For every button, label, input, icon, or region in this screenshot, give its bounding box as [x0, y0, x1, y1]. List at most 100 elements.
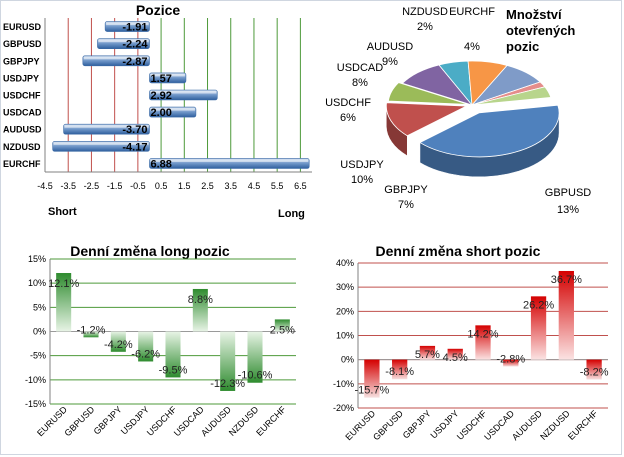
pie-title-line-1: Množství	[506, 7, 562, 22]
x-tick-label: 3.5	[224, 181, 237, 191]
positions-title: Pozice	[136, 2, 181, 18]
value-label-eurusd: -1.91	[122, 22, 147, 34]
pie-label-usdcad: USDCAD	[337, 62, 384, 74]
y-tick-label: -5%	[30, 351, 46, 361]
value-label-usdcad: -2.8%	[496, 353, 525, 365]
x-tick-label: 1.5	[178, 181, 191, 191]
bar-gbpusd	[392, 359, 408, 380]
bar-gbpusd	[83, 331, 99, 338]
daily-change-long-chart-svg: Denní změna long pozic 12.1% -1.2% -4.2%-6…	[25, 243, 296, 438]
long-title: Denní změna long pozic	[70, 243, 230, 259]
value-label-nzdusd: -4.17	[122, 141, 147, 153]
bar-usdjpy	[447, 348, 463, 360]
y-tick-label: -10%	[25, 375, 46, 385]
bar-highlight-nzdusd	[53, 142, 149, 145]
value-label-gbpusd: -2.24	[122, 39, 148, 51]
x-tick-label: -2.5	[84, 181, 100, 191]
pie-slice-gbpjpy	[387, 82, 469, 105]
y-tick-label: 40%	[336, 258, 354, 268]
value-label-usdchf: -9.5%	[159, 364, 188, 376]
bar-usdcad	[503, 359, 519, 367]
category-label-eurchf: EURCHF	[254, 404, 288, 438]
bar-usdchf	[165, 331, 181, 378]
category-label-usdcad: USDCAD	[3, 108, 42, 118]
pie-label-usdjpy: USDJPY	[340, 159, 384, 171]
bar-highlight-usdcad	[150, 108, 195, 111]
short-title: Denní změna short pozic	[376, 243, 541, 259]
pie-pct-eurusd: 41%	[556, 95, 578, 107]
value-label-eurchf: 6.88	[150, 158, 171, 170]
category-label-gbpjpy: GBPJPY	[92, 404, 124, 436]
category-label-audusd: AUDUSD	[3, 125, 42, 135]
bar-gbpjpy	[110, 331, 126, 352]
x-tick-label: 4.5	[248, 181, 261, 191]
value-label-usdcad: 8.8%	[188, 294, 213, 306]
value-label-eurchf: -8.2%	[580, 366, 609, 378]
category-label-eurchf: EURCHF	[3, 159, 41, 169]
category-label-gbpusd: GBPUSD	[62, 404, 96, 438]
bar-eurusd	[364, 359, 380, 398]
category-label-gbpjpy: GBPJPY	[401, 408, 433, 440]
pie-slice-gbpusd	[385, 102, 468, 137]
x-tick-label: -4.5	[37, 181, 53, 191]
pie-pct-eurchf: 4%	[464, 41, 480, 53]
category-label-eurusd: EURUSD	[3, 22, 42, 32]
bar-highlight-eurchf	[150, 159, 309, 162]
pie-pct-usdcad: 8%	[352, 77, 368, 89]
bar-eurusd	[56, 273, 72, 332]
pie-pct-usdjpy: 10%	[351, 174, 373, 186]
short-label: Short	[48, 206, 77, 218]
bar-highlight-gbpjpy	[83, 56, 149, 60]
value-label-nzdusd: 36.7%	[551, 274, 582, 286]
pie-pct-gbpjpy: 7%	[398, 199, 414, 211]
pie-label-eurusd: EURUSD	[552, 69, 599, 81]
pie-label-gbpjpy: GBPJPY	[384, 184, 428, 196]
value-label-audusd: -12.3%	[210, 378, 245, 390]
bar-gbpjpy	[419, 345, 436, 360]
x-tick-label: 6.5	[294, 181, 307, 191]
y-tick-label: 15%	[28, 254, 46, 264]
category-label-gbpusd: GBPUSD	[371, 408, 405, 442]
bar-usdcad	[192, 288, 208, 332]
pie-label-usdchf: USDCHF	[325, 97, 371, 109]
y-tick-label: 5%	[33, 302, 46, 312]
value-label-eurchf: 2.5%	[270, 324, 295, 336]
bar-highlight-usdjpy	[150, 73, 185, 77]
value-label-usdchf: 2.92	[150, 90, 171, 102]
pie-label-audusd: AUDUSD	[367, 41, 414, 53]
open-positions-chart-svg: EURUSD 41% GBPUSD 13% GBPJPY 7% USDJPY 10% USDCH…	[325, 6, 599, 216]
bar-eurchf	[586, 359, 602, 380]
value-label-usdjpy: -6.2%	[131, 348, 160, 360]
pie-pct-audusd: 9%	[382, 56, 398, 68]
bar-nzdusd	[247, 331, 263, 383]
daily-change-short-chart-svg: Denní změna short pozic -15.7%-8.1%5.7% 4…	[333, 243, 609, 442]
bar-usdchf	[475, 325, 491, 360]
pie-label-eurchf: EURCHF	[449, 6, 495, 18]
pie-slice-eurusd	[419, 104, 560, 158]
category-label-usdjpy: USDJPY	[3, 73, 39, 83]
positions-chart: Pozice EURUSD GBPUSD GBPJPY USDJPY USDCHF USD…	[0, 0, 322, 232]
category-label-gbpusd: GBPUSD	[3, 39, 42, 49]
x-tick-label: -0.5	[130, 181, 146, 191]
bar-usdjpy	[138, 331, 154, 362]
pie-title-line-3: pozic	[506, 39, 539, 54]
y-tick-label: 20%	[336, 306, 354, 316]
bar-eurchf	[274, 319, 290, 332]
y-tick-label: -15%	[25, 399, 46, 409]
category-label-usdchf: USDCHF	[3, 91, 41, 101]
long-label: Long	[278, 208, 305, 220]
daily-change-long-chart: Denní změna long pozic 12.1% -1.2% -4.2% -6…	[0, 232, 318, 457]
y-tick-label: 10%	[28, 278, 46, 288]
bar-audusd	[220, 331, 236, 391]
category-label-nzdusd: NZDUSD	[3, 142, 41, 152]
value-label-eurusd: -15.7%	[354, 385, 389, 397]
bar-highlight-eurusd	[106, 22, 149, 26]
value-label-gbpusd: -1.2%	[77, 324, 106, 336]
pie-pct-usdchf: 6%	[340, 112, 356, 124]
value-label-gbpjpy: 5.7%	[415, 349, 440, 361]
x-tick-label: -1.5	[107, 181, 123, 191]
y-tick-label: -20%	[333, 403, 354, 413]
positions-chart-svg: Pozice EURUSD GBPUSD GBPJPY USDJPY USDCHF USD…	[3, 2, 312, 220]
x-tick-label: 2.5	[201, 181, 214, 191]
value-label-nzdusd: -10.6%	[238, 370, 273, 382]
